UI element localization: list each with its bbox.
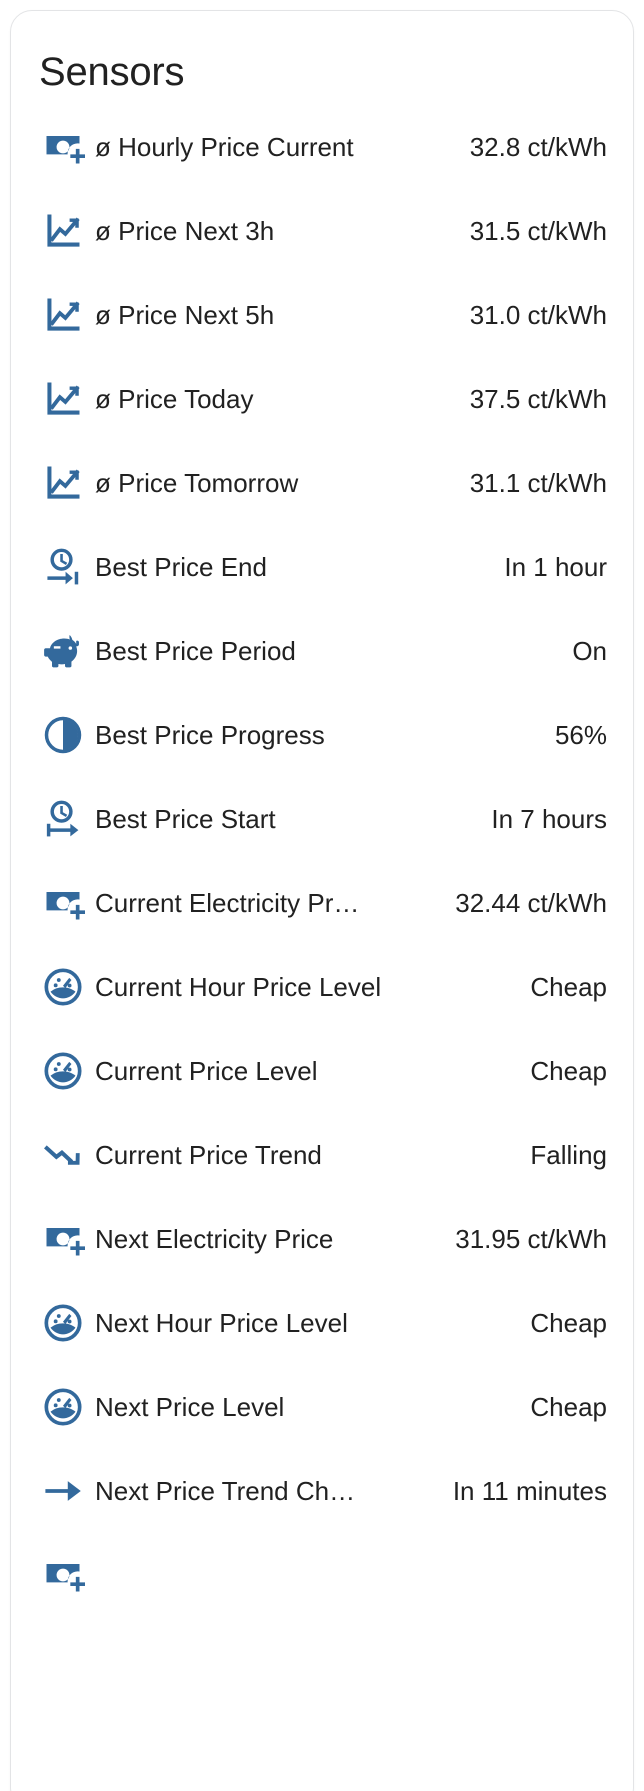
sensor-row[interactable]: Current Price Level Cheap <box>37 1029 607 1113</box>
chart-line-icon <box>37 459 95 507</box>
sensor-row[interactable]: ø Price Tomorrow 31.1 ct/kWh <box>37 441 607 525</box>
sensor-row[interactable]: Next Hour Price Level Cheap <box>37 1281 607 1365</box>
circle-half-progress-icon <box>37 711 95 759</box>
card-header: Sensors <box>11 11 633 105</box>
sensor-value[interactable]: 31.5 ct/kWh <box>469 216 607 246</box>
gauge-icon <box>37 1047 95 1095</box>
sensor-name: Best Price End <box>95 552 267 582</box>
chart-line-icon <box>37 291 95 339</box>
sensor-value[interactable]: 31.1 ct/kWh <box>469 468 607 498</box>
sensor-value[interactable]: On <box>572 636 607 666</box>
gauge-icon <box>37 1299 95 1347</box>
sensor-name: Best Price Start <box>95 804 276 834</box>
sensor-row[interactable]: ø Price Today 37.5 ct/kWh <box>37 357 607 441</box>
cash-plus-icon <box>37 1551 95 1599</box>
chart-line-icon <box>37 375 95 423</box>
sensor-value[interactable]: 37.5 ct/kWh <box>469 384 607 414</box>
cash-plus-icon <box>37 123 95 171</box>
sensor-row[interactable]: Best Price End In 1 hour <box>37 525 607 609</box>
sensor-value[interactable]: In 7 hours <box>491 804 607 834</box>
sensor-value[interactable]: Falling <box>530 1140 607 1170</box>
sensor-value[interactable]: Cheap <box>530 972 607 1002</box>
sensor-row[interactable]: Current Hour Price Level Cheap <box>37 945 607 1029</box>
trending-down-icon <box>37 1131 95 1179</box>
sensor-name: ø Price Today <box>95 384 254 414</box>
sensor-row[interactable]: ø Hourly Price Current 32.8 ct/kWh <box>37 105 607 189</box>
clock-start-icon <box>37 795 95 843</box>
sensor-value[interactable]: In 11 minutes <box>452 1476 607 1506</box>
sensor-value[interactable]: Cheap <box>530 1392 607 1422</box>
chart-line-icon <box>37 207 95 255</box>
sensor-value[interactable]: Cheap <box>530 1056 607 1086</box>
sensor-row[interactable]: Next Price Trend Ch… In 11 minutes <box>37 1449 607 1533</box>
sensor-name: Current Price Level <box>95 1056 318 1086</box>
page-title: Sensors <box>39 50 185 94</box>
sensor-name: Best Price Period <box>95 636 296 666</box>
sensor-row[interactable]: Current Electricity Pr… 32.44 ct/kWh <box>37 861 607 945</box>
sensor-value[interactable]: 31.0 ct/kWh <box>469 300 607 330</box>
piggy-bank-icon <box>37 627 95 675</box>
sensors-card: Sensors ø Hourly Price Current 32.8 ct/kW… <box>10 10 634 1791</box>
sensor-row-partial[interactable] <box>37 1533 607 1617</box>
sensor-name: Current Price Trend <box>95 1140 322 1170</box>
sensor-value[interactable]: Cheap <box>530 1308 607 1338</box>
sensor-value[interactable]: 31.95 ct/kWh <box>455 1224 607 1254</box>
sensor-name: Next Hour Price Level <box>95 1308 348 1338</box>
sensor-name: Next Electricity Price <box>95 1224 334 1254</box>
sensor-name: ø Price Tomorrow <box>95 468 299 498</box>
sensor-row[interactable]: Best Price Start In 7 hours <box>37 777 607 861</box>
sensor-name: ø Hourly Price Current <box>95 132 354 162</box>
sensor-name: Current Electricity Pr… <box>95 888 360 918</box>
clock-end-icon <box>37 543 95 591</box>
sensor-list: ø Hourly Price Current 32.8 ct/kWh ø Price… <box>11 105 633 1617</box>
sensor-value[interactable]: In 1 hour <box>504 552 607 582</box>
cash-plus-icon <box>37 1215 95 1263</box>
arrow-right-icon <box>37 1467 95 1515</box>
sensor-name: Current Hour Price Level <box>95 972 382 1002</box>
sensor-name: Next Price Level <box>95 1392 285 1422</box>
sensor-row[interactable]: ø Price Next 3h 31.5 ct/kWh <box>37 189 607 273</box>
gauge-icon <box>37 1383 95 1431</box>
sensor-row[interactable]: Next Electricity Price 31.95 ct/kWh <box>37 1197 607 1281</box>
gauge-icon <box>37 963 95 1011</box>
sensor-value[interactable]: 32.44 ct/kWh <box>455 888 607 918</box>
cash-plus-icon <box>37 879 95 927</box>
sensor-row[interactable]: ø Price Next 5h 31.0 ct/kWh <box>37 273 607 357</box>
sensor-name: Best Price Progress <box>95 720 325 750</box>
sensor-row[interactable]: Next Price Level Cheap <box>37 1365 607 1449</box>
sensor-row[interactable]: Current Price Trend Falling <box>37 1113 607 1197</box>
sensor-value[interactable]: 56% <box>554 720 607 750</box>
sensor-row[interactable]: Best Price Period On <box>37 609 607 693</box>
sensor-name: Next Price Trend Ch… <box>95 1476 356 1506</box>
sensor-row[interactable]: Best Price Progress 56% <box>37 693 607 777</box>
sensor-name: ø Price Next 5h <box>95 300 275 330</box>
sensor-name: ø Price Next 3h <box>95 216 275 246</box>
sensor-value[interactable]: 32.8 ct/kWh <box>469 132 607 162</box>
